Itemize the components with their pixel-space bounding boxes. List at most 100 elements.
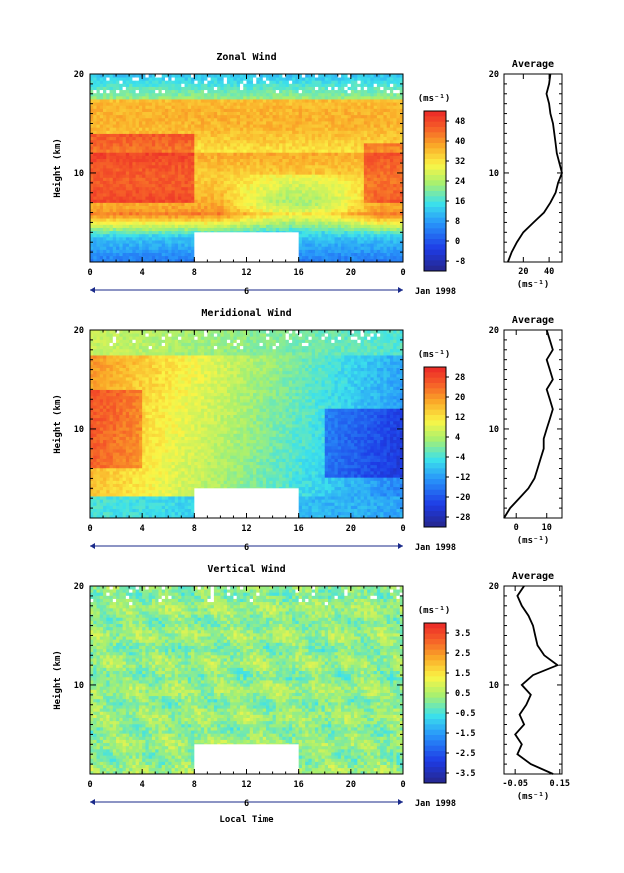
colorbar-band: [424, 409, 446, 416]
y-tick-label: 20: [74, 326, 84, 336]
colorbar-band: [424, 425, 446, 432]
colorbar-band: [424, 127, 446, 133]
colorbar-band: [424, 377, 446, 384]
colorbar-band: [424, 249, 446, 256]
colorbar-band: [424, 265, 446, 272]
avg-y-tick-label: 10: [489, 681, 499, 691]
date-label: Jan 1998: [415, 799, 456, 809]
colorbar-band: [424, 772, 446, 779]
colorbar-band: [424, 511, 446, 517]
average-line: [514, 585, 560, 775]
colorbar-band: [424, 196, 446, 203]
colorbar-tick-label: 20: [455, 393, 465, 403]
colorbar-band: [424, 516, 446, 523]
colorbar-band: [424, 463, 446, 469]
colorbar-band: [424, 239, 446, 245]
day-marker: 6: [244, 543, 249, 553]
colorbar-band: [424, 244, 446, 251]
colorbar-band: [424, 735, 446, 741]
colorbar-band: [424, 207, 446, 213]
avg-x-tick-label: 0: [514, 523, 519, 533]
avg-x-label: (ms⁻¹): [517, 536, 550, 546]
colorbar-band: [424, 447, 446, 453]
x-tick-label: 0: [87, 524, 92, 534]
colorbar-band: [424, 191, 446, 197]
colorbar-band: [424, 393, 446, 400]
x-tick-label: 12: [241, 524, 251, 534]
colorbar-band: [424, 137, 446, 144]
y-axis-label: Height (km): [52, 394, 63, 454]
colorbar-band: [424, 217, 446, 224]
heatmap: [90, 74, 404, 263]
colorbar-tick-label: 28: [455, 373, 465, 383]
colorbar-tick-label: 3.5: [455, 629, 470, 639]
colorbar-band: [424, 457, 446, 464]
colorbar-frame: [423, 366, 447, 528]
colorbar-band: [424, 660, 446, 667]
colorbar-band: [424, 740, 446, 747]
average-frame: [503, 73, 563, 263]
y-axis-label: Height (km): [52, 138, 63, 198]
colorbar-band: [424, 404, 446, 411]
colorbar-band: [424, 479, 446, 485]
colorbar-band: [424, 164, 446, 171]
colorbar-band: [424, 233, 446, 240]
colorbar-band: [424, 639, 446, 645]
panel-2: Meridional Wind 0 4 8 12 16 20 0 10 20 Height (km)…: [52, 307, 563, 553]
colorbar-band: [424, 468, 446, 475]
colorbar-band: [424, 367, 446, 373]
x-axis-label: Local Time: [219, 814, 274, 825]
colorbar-band: [424, 132, 446, 139]
colorbar-band: [424, 169, 446, 176]
colorbar-band: [424, 633, 446, 640]
colorbar-tick-label: 8: [455, 217, 460, 227]
colorbar-band: [424, 644, 446, 651]
colorbar-tick-label: 0: [455, 237, 460, 247]
colorbar-band: [424, 505, 446, 512]
colorbar-band: [424, 388, 446, 395]
day-line-arrow: [398, 543, 403, 549]
colorbar-tick-label: 40: [455, 137, 465, 147]
colorbar-band: [424, 708, 446, 715]
colorbar-band: [424, 729, 446, 736]
avg-x-tick-label: 10: [542, 523, 552, 533]
colorbar-band: [424, 719, 446, 725]
colorbar-band: [424, 436, 446, 443]
colorbar-tick-label: -12: [455, 473, 470, 483]
y-tick-label: 10: [74, 169, 84, 179]
avg-y-tick-label: 20: [489, 582, 499, 592]
avg-x-label: (ms⁻¹): [517, 792, 550, 802]
avg-x-label: (ms⁻¹): [517, 280, 550, 290]
colorbar-band: [424, 180, 446, 187]
x-tick-label: 4: [140, 524, 145, 534]
avg-x-tick-label: -0.05: [502, 779, 528, 789]
colorbar-band: [424, 473, 446, 480]
date-label: Jan 1998: [415, 287, 456, 297]
x-tick-label: 0: [400, 524, 405, 534]
colorbar-band: [424, 159, 446, 165]
day-line-arrow: [398, 287, 403, 293]
colorbar-tick-label: 48: [455, 117, 465, 127]
colorbar-unit: (ms⁻¹): [418, 350, 451, 360]
avg-y-tick-label: 10: [489, 169, 499, 179]
colorbar-band: [424, 212, 446, 219]
colorbar-band: [424, 756, 446, 763]
colorbar-band: [424, 121, 446, 128]
colorbar-frame: [423, 622, 447, 784]
colorbar-band: [424, 441, 446, 448]
colorbar-band: [424, 415, 446, 421]
colorbar-tick-label: 16: [455, 197, 465, 207]
colorbar-band: [424, 372, 446, 379]
panel-title: Meridional Wind: [201, 307, 291, 319]
x-tick-label: 0: [87, 268, 92, 278]
colorbar-band: [424, 724, 446, 731]
x-tick-label: 12: [241, 780, 251, 790]
colorbar-band: [424, 745, 446, 752]
colorbar-band: [424, 420, 446, 427]
avg-y-tick-label: 20: [489, 326, 499, 336]
panel-title: Vertical Wind: [207, 563, 285, 575]
colorbar-band: [424, 692, 446, 699]
colorbar-tick-label: 24: [455, 177, 465, 187]
